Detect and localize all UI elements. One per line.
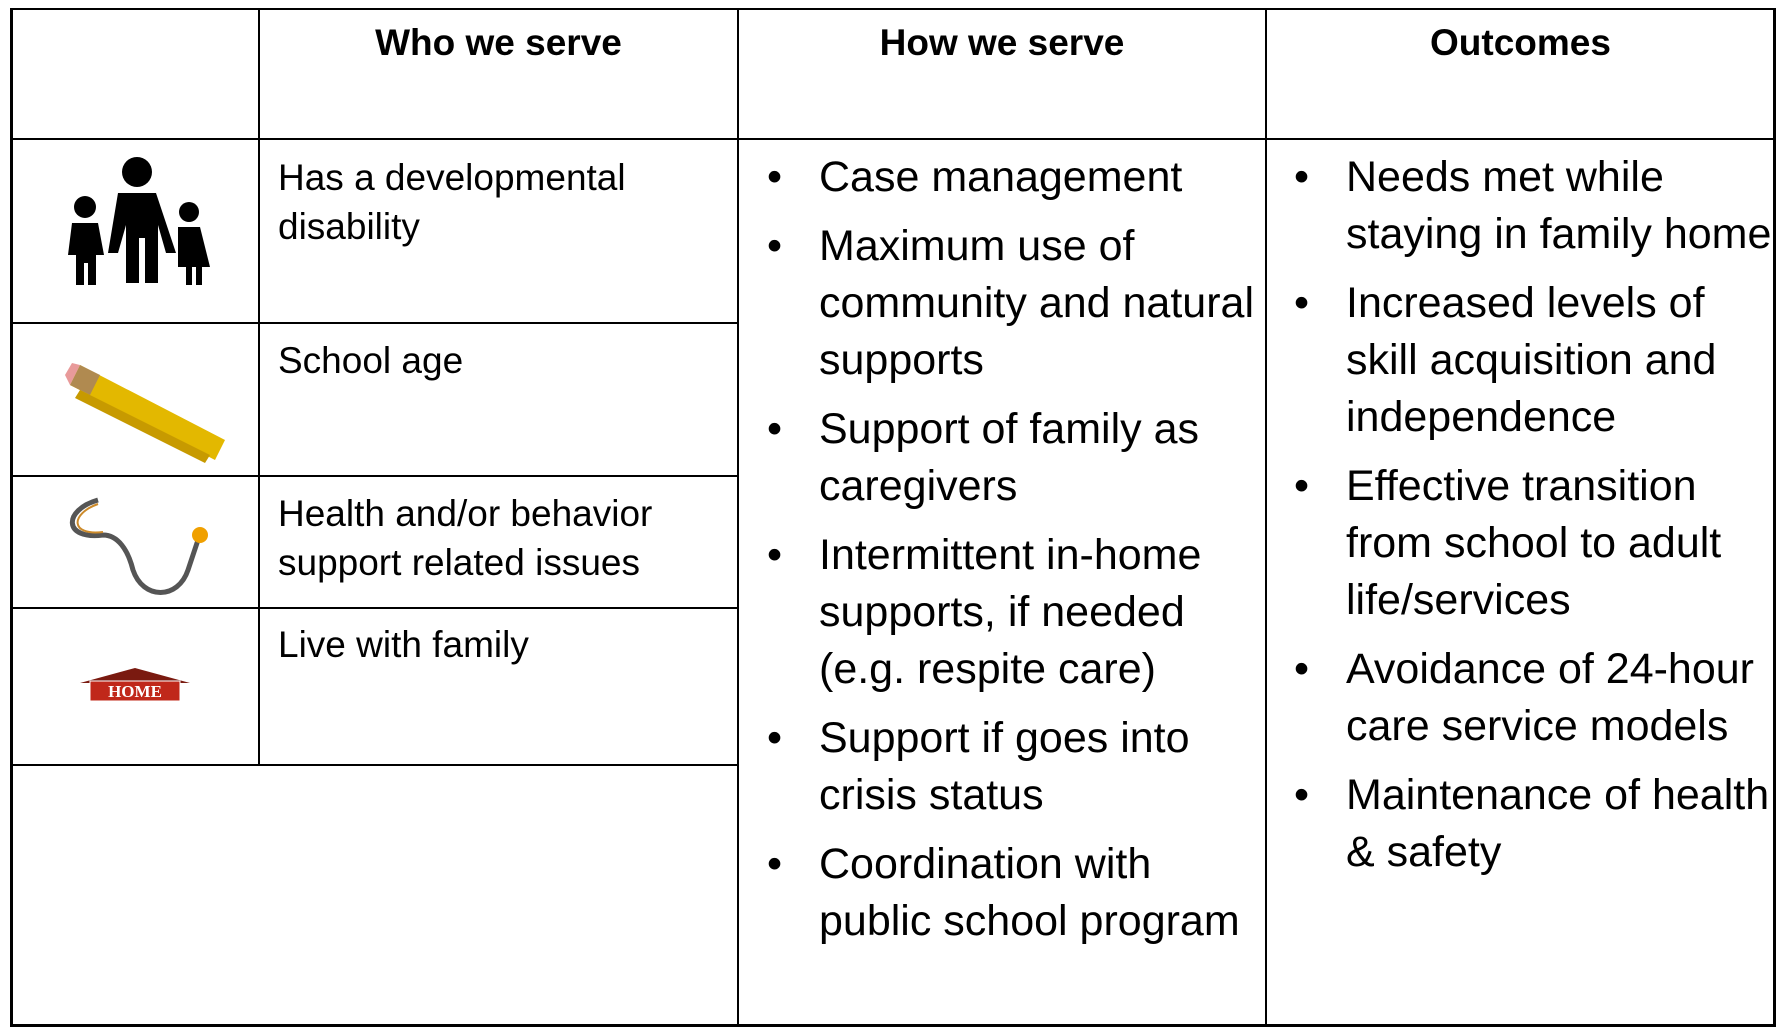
row-line: [10, 764, 739, 766]
bullet-item: Needs met while staying in family home: [1268, 149, 1773, 263]
pencils-icon: [65, 363, 225, 463]
family-icon: [68, 157, 210, 285]
border: [1773, 8, 1776, 1027]
who-cell: Health and/or behavior support related i…: [278, 493, 653, 583]
col-line: [737, 8, 739, 1027]
outcomes-list: Needs met while staying in family home In…: [1268, 149, 1773, 893]
row-line: [10, 138, 1776, 140]
stethoscope-icon: [69, 497, 208, 595]
header: How we serve: [879, 22, 1125, 63]
header: Who we serve: [375, 22, 622, 63]
border: [10, 1024, 1776, 1027]
col-line: [258, 8, 260, 765]
bullet-item: Support of family as caregivers: [741, 401, 1259, 515]
who-cell: Has a developmental disability: [278, 157, 626, 247]
row-line: [10, 607, 739, 609]
border: [10, 8, 13, 1027]
bullet-item: Avoidance of 24-hour care service models: [1268, 641, 1773, 755]
row-line: [10, 475, 739, 477]
border: [10, 8, 1776, 10]
bullet-item: Maintenance of health & safety: [1268, 767, 1773, 881]
bullet-item: Support if goes into crisis status: [741, 710, 1259, 824]
bullet-item: Increased levels of skill acquisition an…: [1268, 275, 1773, 446]
who-cell: School age: [278, 340, 464, 381]
row-line: [10, 322, 739, 324]
col-line: [1265, 8, 1267, 1027]
how-list: Case management Maximum use of community …: [741, 149, 1259, 962]
who-cell: Live with family: [278, 624, 529, 665]
home-icon: HOME: [80, 668, 190, 702]
bullet-item: Coordination with public school program: [741, 836, 1259, 950]
bullet-item: Case management: [741, 149, 1259, 206]
bullet-item: Effective transition from school to adul…: [1268, 458, 1773, 629]
svg-text:HOME: HOME: [108, 682, 162, 701]
bullet-item: Intermittent in-home supports, if needed…: [741, 527, 1259, 698]
header: Outcomes: [1430, 22, 1611, 63]
bullet-item: Maximum use of community and natural sup…: [741, 218, 1259, 389]
